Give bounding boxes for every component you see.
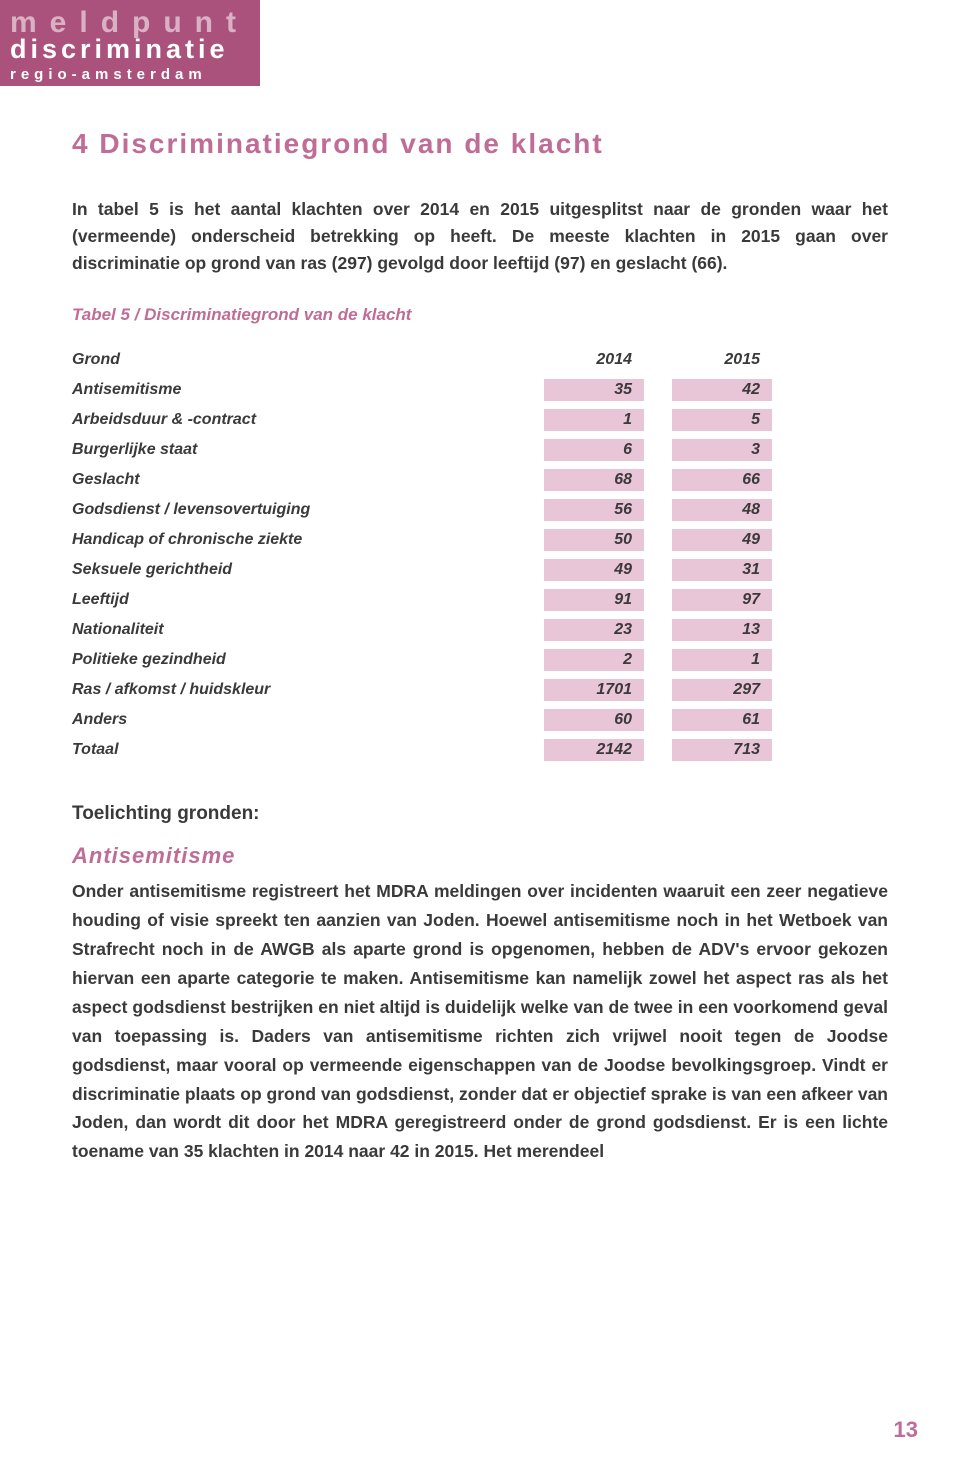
row-value-2014: 6	[544, 439, 644, 461]
table-header-2014: 2014	[544, 349, 644, 371]
row-label: Burgerlijke staat	[72, 439, 544, 461]
table-row: Politieke gezindheid2 1	[72, 649, 772, 671]
table-row: Handicap of chronische ziekte50 49	[72, 529, 772, 551]
row-value-2014: 2	[544, 649, 644, 671]
row-value-2015: 5	[672, 409, 772, 431]
table-row: Arbeidsduur & -contract1 5	[72, 409, 772, 431]
table-row: Leeftijd91 97	[72, 589, 772, 611]
row-value-2015: 97	[672, 589, 772, 611]
row-value-2014: 50	[544, 529, 644, 551]
row-value-2014: 1701	[544, 679, 644, 701]
page-number: 13	[894, 1417, 918, 1443]
row-value-2014: 2142	[544, 739, 644, 761]
row-label: Handicap of chronische ziekte	[72, 529, 544, 551]
row-value-2015: 42	[672, 379, 772, 401]
page-content: 4 Discriminatiegrond van de klacht In ta…	[0, 0, 960, 1206]
row-label: Geslacht	[72, 469, 544, 491]
page-title: 4 Discriminatiegrond van de klacht	[72, 128, 888, 160]
row-value-2015: 13	[672, 619, 772, 641]
row-label: Ras / afkomst / huidskleur	[72, 679, 544, 701]
table-row: Godsdienst / levensovertuiging56 48	[72, 499, 772, 521]
table-row: Antisemitisme35 42	[72, 379, 772, 401]
row-label: Godsdienst / levensovertuiging	[72, 499, 544, 521]
row-value-2014: 1	[544, 409, 644, 431]
row-value-2015: 61	[672, 709, 772, 731]
table-header-row: Grond 2014 2015	[72, 349, 772, 371]
row-value-2014: 68	[544, 469, 644, 491]
data-table: Grond 2014 2015 Antisemitisme3542Arbeids…	[72, 341, 772, 769]
table-row: Seksuele gerichtheid49 31	[72, 559, 772, 581]
row-label: Politieke gezindheid	[72, 649, 544, 671]
row-value-2015: 297	[672, 679, 772, 701]
logo-line-3: regio-amsterdam	[10, 67, 246, 82]
table-row: Anders60 61	[72, 709, 772, 731]
row-value-2015: 49	[672, 529, 772, 551]
table-row: Nationaliteit23 13	[72, 619, 772, 641]
table-header-2015: 2015	[672, 349, 772, 371]
section-body-antisemitisme: Onder antisemitisme registreert het MDRA…	[72, 877, 888, 1166]
intro-paragraph: In tabel 5 is het aantal klachten over 2…	[72, 196, 888, 277]
row-label: Seksuele gerichtheid	[72, 559, 544, 581]
table-row: Burgerlijke staat6 3	[72, 439, 772, 461]
row-label: Nationaliteit	[72, 619, 544, 641]
row-value-2014: 60	[544, 709, 644, 731]
row-label: Arbeidsduur & -contract	[72, 409, 544, 431]
table-header-grond: Grond	[72, 349, 544, 371]
row-label: Anders	[72, 709, 544, 731]
row-value-2015: 48	[672, 499, 772, 521]
row-label: Totaal	[72, 739, 544, 761]
row-value-2014: 49	[544, 559, 644, 581]
row-label: Leeftijd	[72, 589, 544, 611]
row-value-2014: 23	[544, 619, 644, 641]
logo-line-1: meldpunt	[10, 8, 246, 38]
row-value-2015: 66	[672, 469, 772, 491]
row-label: Antisemitisme	[72, 379, 544, 401]
table-row: Geslacht68 66	[72, 469, 772, 491]
row-value-2014: 91	[544, 589, 644, 611]
row-value-2014: 56	[544, 499, 644, 521]
row-value-2015: 31	[672, 559, 772, 581]
row-value-2015: 3	[672, 439, 772, 461]
logo-line-2: discriminatie	[10, 36, 246, 63]
row-value-2015: 713	[672, 739, 772, 761]
section-title-antisemitisme: Antisemitisme	[72, 843, 888, 869]
table-row: Ras / afkomst / huidskleur1701 297	[72, 679, 772, 701]
row-value-2015: 1	[672, 649, 772, 671]
subheading-toelichting: Toelichting gronden:	[72, 803, 888, 825]
logo: meldpunt discriminatie regio-amsterdam	[0, 0, 260, 86]
table-row: Totaal2142 713	[72, 739, 772, 761]
table-caption: Tabel 5 / Discriminatiegrond van de klac…	[72, 305, 888, 325]
row-value-2014: 35	[544, 379, 644, 401]
